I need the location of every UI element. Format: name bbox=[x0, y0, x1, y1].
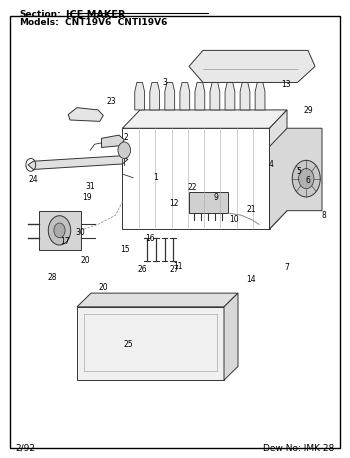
Polygon shape bbox=[150, 82, 160, 110]
Polygon shape bbox=[77, 293, 238, 307]
Text: 2/92: 2/92 bbox=[16, 443, 36, 453]
Text: 17: 17 bbox=[60, 237, 70, 246]
Circle shape bbox=[299, 169, 314, 189]
Text: 19: 19 bbox=[82, 193, 92, 202]
Text: 24: 24 bbox=[28, 175, 38, 184]
Text: 14: 14 bbox=[246, 275, 256, 284]
Text: 28: 28 bbox=[47, 273, 57, 282]
Polygon shape bbox=[210, 82, 220, 110]
Text: 20: 20 bbox=[81, 256, 91, 265]
Polygon shape bbox=[270, 110, 287, 229]
Polygon shape bbox=[77, 307, 224, 380]
Circle shape bbox=[118, 142, 131, 158]
Circle shape bbox=[48, 216, 71, 245]
Text: Models:: Models: bbox=[19, 18, 59, 27]
Text: 3: 3 bbox=[162, 78, 167, 87]
Text: 22: 22 bbox=[187, 183, 197, 192]
Text: 6: 6 bbox=[306, 176, 310, 185]
Text: 26: 26 bbox=[138, 265, 148, 274]
Polygon shape bbox=[255, 82, 265, 110]
Text: 23: 23 bbox=[106, 97, 116, 106]
Circle shape bbox=[54, 223, 65, 238]
Polygon shape bbox=[224, 293, 238, 380]
Polygon shape bbox=[270, 128, 322, 229]
Text: 25: 25 bbox=[124, 340, 134, 349]
Polygon shape bbox=[195, 82, 205, 110]
Text: 20: 20 bbox=[98, 283, 108, 292]
Text: 15: 15 bbox=[120, 245, 130, 254]
Polygon shape bbox=[28, 156, 128, 169]
Text: Dew No: IMK 28: Dew No: IMK 28 bbox=[263, 443, 334, 453]
Text: 4: 4 bbox=[269, 160, 274, 169]
Polygon shape bbox=[189, 192, 228, 213]
Text: 7: 7 bbox=[285, 263, 289, 273]
Polygon shape bbox=[38, 211, 80, 250]
Text: 31: 31 bbox=[85, 182, 95, 191]
Polygon shape bbox=[135, 82, 145, 110]
Text: 10: 10 bbox=[229, 215, 239, 224]
Text: 29: 29 bbox=[304, 106, 314, 115]
Polygon shape bbox=[240, 82, 250, 110]
Text: 2: 2 bbox=[124, 133, 128, 142]
Polygon shape bbox=[165, 82, 175, 110]
Text: 30: 30 bbox=[75, 228, 85, 237]
Text: 16: 16 bbox=[145, 234, 155, 243]
Text: 12: 12 bbox=[169, 199, 179, 208]
Circle shape bbox=[292, 160, 320, 197]
Text: CNT19V6  CNTI19V6: CNT19V6 CNTI19V6 bbox=[65, 18, 167, 27]
Polygon shape bbox=[68, 108, 103, 121]
Text: ICE MAKER: ICE MAKER bbox=[66, 10, 126, 20]
Text: 27: 27 bbox=[169, 265, 179, 274]
Polygon shape bbox=[189, 50, 315, 82]
Text: 8: 8 bbox=[321, 211, 326, 220]
Text: 21: 21 bbox=[246, 205, 256, 214]
Polygon shape bbox=[180, 82, 190, 110]
Text: 9: 9 bbox=[214, 193, 219, 202]
Polygon shape bbox=[122, 110, 287, 128]
Text: 1: 1 bbox=[153, 173, 158, 182]
Text: 13: 13 bbox=[281, 80, 291, 89]
Text: 11: 11 bbox=[173, 262, 183, 271]
Text: Section:: Section: bbox=[19, 10, 61, 19]
Text: 5: 5 bbox=[297, 167, 302, 176]
Polygon shape bbox=[225, 82, 235, 110]
Polygon shape bbox=[102, 135, 124, 147]
